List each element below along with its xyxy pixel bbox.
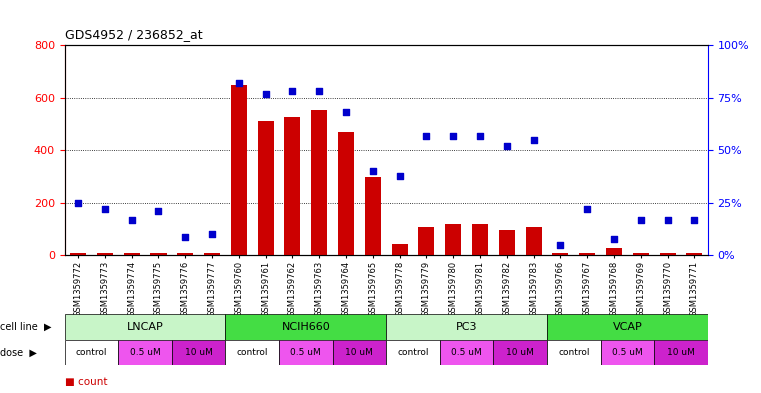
- Text: NCIH660: NCIH660: [282, 322, 330, 332]
- Text: cell line  ▶: cell line ▶: [0, 322, 52, 332]
- Point: [501, 143, 513, 149]
- Point: [608, 235, 620, 242]
- Bar: [440, 340, 493, 365]
- Bar: [338, 132, 354, 255]
- Bar: [123, 253, 140, 255]
- Bar: [172, 340, 225, 365]
- Text: 0.5 uM: 0.5 uM: [129, 348, 161, 357]
- Text: ■ count: ■ count: [65, 377, 107, 387]
- Bar: [65, 314, 225, 340]
- Point: [179, 233, 191, 240]
- Bar: [547, 314, 708, 340]
- Bar: [445, 224, 461, 255]
- Text: 10 uM: 10 uM: [345, 348, 374, 357]
- Bar: [279, 340, 333, 365]
- Bar: [65, 340, 118, 365]
- Text: PC3: PC3: [456, 322, 477, 332]
- Bar: [654, 340, 708, 365]
- Point: [661, 217, 673, 223]
- Bar: [97, 253, 113, 255]
- Text: dose  ▶: dose ▶: [0, 348, 37, 358]
- Bar: [686, 253, 702, 255]
- Bar: [118, 340, 172, 365]
- Bar: [606, 248, 622, 255]
- Point: [126, 217, 138, 223]
- Text: VCAP: VCAP: [613, 322, 642, 332]
- Bar: [392, 244, 408, 255]
- Text: LNCAP: LNCAP: [126, 322, 164, 332]
- Text: 0.5 uM: 0.5 uM: [612, 348, 643, 357]
- Text: 10 uM: 10 uM: [185, 348, 212, 357]
- Bar: [311, 110, 327, 255]
- Bar: [387, 340, 440, 365]
- Bar: [632, 253, 649, 255]
- Text: control: control: [397, 348, 428, 357]
- Text: GDS4952 / 236852_at: GDS4952 / 236852_at: [65, 28, 202, 41]
- Point: [152, 208, 164, 215]
- Bar: [387, 314, 547, 340]
- Bar: [660, 253, 676, 255]
- Point: [206, 231, 218, 237]
- Bar: [231, 84, 247, 255]
- Point: [447, 132, 460, 139]
- Point: [688, 217, 700, 223]
- Bar: [419, 226, 435, 255]
- Text: 0.5 uM: 0.5 uM: [451, 348, 482, 357]
- Bar: [151, 253, 167, 255]
- Bar: [600, 340, 654, 365]
- Point: [635, 217, 647, 223]
- Point: [286, 88, 298, 95]
- Text: control: control: [237, 348, 268, 357]
- Bar: [285, 118, 301, 255]
- Bar: [225, 314, 387, 340]
- Point: [474, 132, 486, 139]
- Point: [260, 90, 272, 97]
- Bar: [579, 253, 595, 255]
- Point: [393, 173, 406, 179]
- Bar: [498, 230, 514, 255]
- Bar: [547, 340, 600, 365]
- Point: [554, 242, 566, 248]
- Text: control: control: [558, 348, 590, 357]
- Bar: [526, 226, 542, 255]
- Point: [340, 109, 352, 116]
- Point: [581, 206, 594, 212]
- Point: [233, 80, 245, 86]
- Bar: [204, 253, 220, 255]
- Bar: [552, 253, 568, 255]
- Bar: [472, 224, 488, 255]
- Bar: [333, 340, 387, 365]
- Bar: [225, 340, 279, 365]
- Bar: [70, 253, 86, 255]
- Point: [72, 200, 84, 206]
- Text: control: control: [76, 348, 107, 357]
- Point: [367, 168, 379, 174]
- Point: [313, 88, 325, 95]
- Text: 10 uM: 10 uM: [506, 348, 534, 357]
- Bar: [258, 121, 274, 255]
- Bar: [365, 176, 380, 255]
- Point: [99, 206, 111, 212]
- Text: 0.5 uM: 0.5 uM: [291, 348, 321, 357]
- Bar: [493, 340, 547, 365]
- Bar: [177, 253, 193, 255]
- Point: [420, 132, 432, 139]
- Text: 10 uM: 10 uM: [667, 348, 695, 357]
- Point: [527, 137, 540, 143]
